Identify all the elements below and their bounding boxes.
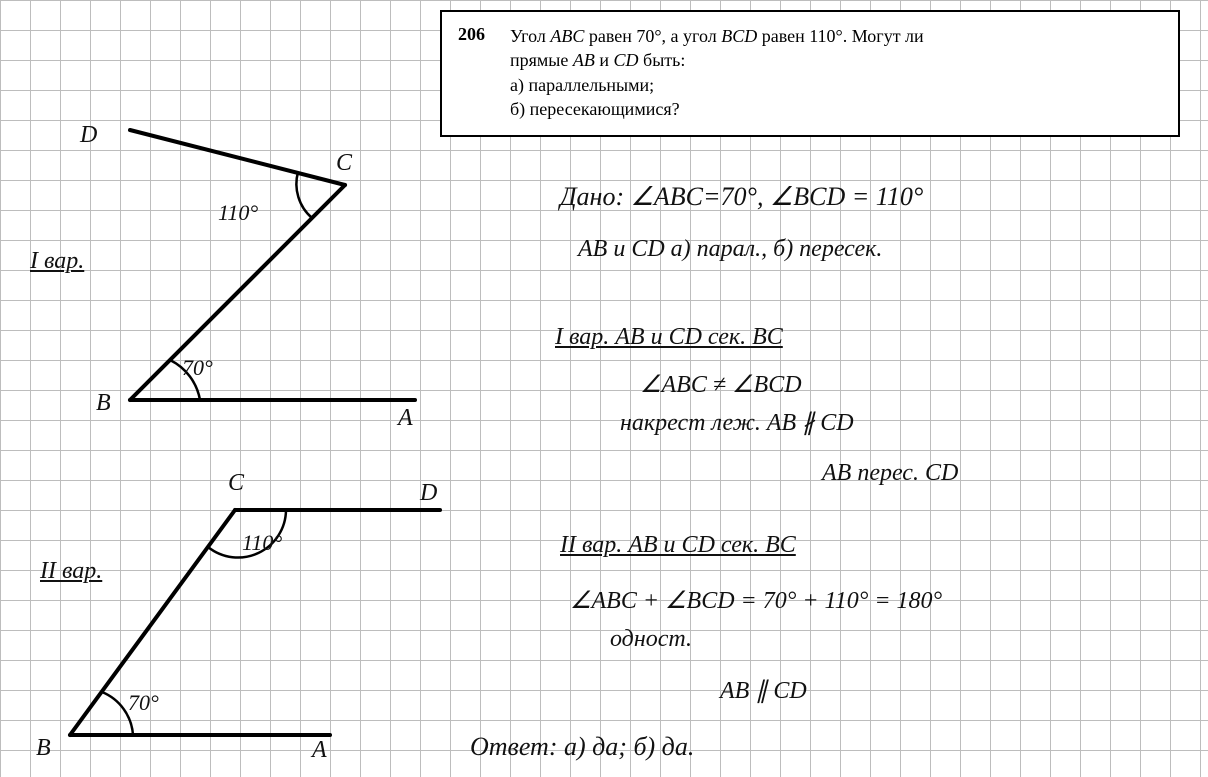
var1-line-a: ∠ABC ≠ ∠BCD bbox=[640, 370, 802, 399]
problem-box: 206 Угол ABC равен 70°, а угол BCD равен… bbox=[440, 10, 1180, 137]
italic-ab: AB bbox=[573, 50, 595, 70]
italic-bcd: BCD bbox=[721, 26, 757, 46]
d2-angle-b: 70° bbox=[128, 690, 159, 716]
problem-number: 206 bbox=[458, 24, 506, 45]
option-a: а) параллельными; bbox=[510, 75, 654, 95]
var1-heading: I вар. AB и CD сек. BC bbox=[555, 324, 783, 351]
var1-line-b: накрест леж. AB ∦ CD bbox=[620, 408, 854, 437]
d2-variant-label: II вар. bbox=[40, 558, 102, 585]
txt: равен 70°, а угол bbox=[584, 26, 721, 46]
d2-angle-c: 110° bbox=[242, 530, 282, 556]
d1-label-d: D bbox=[80, 122, 97, 149]
txt: прямые bbox=[510, 50, 573, 70]
d2-label-b: B bbox=[36, 735, 51, 762]
answer-line: Ответ: а) да; б) да. bbox=[470, 732, 694, 762]
txt: равен 110°. Могут ли bbox=[757, 26, 923, 46]
var2-line-c: AB ∥ CD bbox=[720, 676, 807, 705]
d1-label-c: C bbox=[336, 150, 352, 177]
d2-label-d: D bbox=[420, 480, 437, 507]
var2-line-a: ∠ABC + ∠BCD = 70° + 110° = 180° bbox=[570, 586, 942, 615]
d2-label-c: C bbox=[228, 470, 244, 497]
var1-line-c: AB перес. CD bbox=[822, 460, 958, 487]
d1-angle-b: 70° bbox=[182, 355, 213, 381]
txt: быть: bbox=[639, 50, 686, 70]
d1-variant-label: I вар. bbox=[30, 248, 84, 275]
d1-label-a: A bbox=[398, 405, 413, 432]
var2-heading: II вар. AB и CD сек. BC bbox=[560, 532, 796, 559]
d1-angle-c: 110° bbox=[218, 200, 258, 226]
d2-label-a: A bbox=[312, 737, 327, 764]
var2-line-b: одност. bbox=[610, 626, 692, 653]
cond-line: AB и CD а) парал., б) пересек. bbox=[578, 236, 882, 263]
given-line: Дано: ∠ABC=70°, ∠BCD = 110° bbox=[560, 182, 923, 212]
problem-text: Угол ABC равен 70°, а угол BCD равен 110… bbox=[510, 24, 1160, 121]
d1-line-dc bbox=[130, 130, 345, 185]
d1-label-b: B bbox=[96, 390, 111, 417]
d1-arc-c bbox=[296, 172, 312, 218]
option-b: б) пересекающимися? bbox=[510, 99, 680, 119]
txt: Угол bbox=[510, 26, 550, 46]
txt: и bbox=[595, 50, 614, 70]
italic-cd: CD bbox=[614, 50, 639, 70]
italic-abc: ABC bbox=[550, 26, 584, 46]
